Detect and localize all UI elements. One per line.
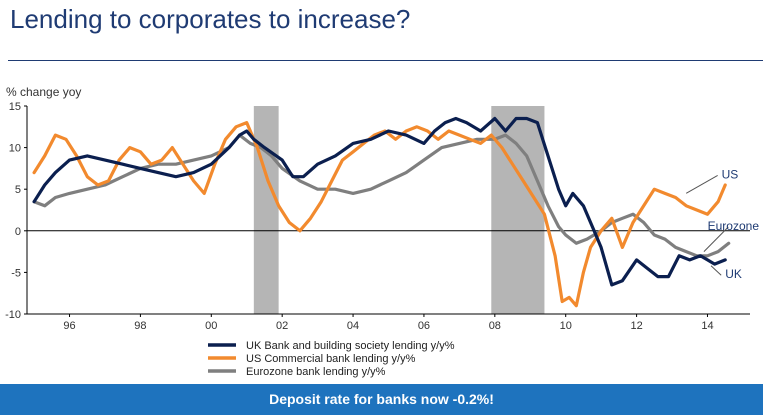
y-axis-label: % change yoy — [6, 85, 81, 99]
title-divider — [8, 60, 763, 61]
annotation-leader — [685, 174, 718, 194]
series-line-0 — [32, 116, 727, 287]
legend-label: UK Bank and building society lending y/y… — [246, 340, 455, 352]
y-tick-label: 5 — [15, 184, 21, 196]
page-title: Lending to corporates to increase? — [10, 4, 411, 34]
y-tick-label: -5 — [11, 267, 21, 279]
y-tick-label: 0 — [15, 226, 21, 238]
y-tick-label: 15 — [9, 101, 21, 113]
chart-annotations: US Eurozone UK — [685, 167, 760, 281]
annotation-leader — [710, 265, 722, 276]
x-tick-label: 08 — [489, 320, 501, 332]
series-line-1 — [32, 121, 727, 308]
x-tick-label: 04 — [347, 320, 359, 332]
legend-label: Eurozone bank lending y/y% — [246, 366, 386, 378]
recession-band-0 — [253, 106, 279, 314]
annotation-label: Eurozone — [708, 219, 760, 233]
chart-axes: -10 -5 0 5 10 15 96 98 00 02 04 06 08 10 12 14 — [5, 101, 750, 332]
deposit-rate-banner: Deposit rate for banks now -0.2%! — [0, 384, 763, 415]
x-tick-label: 10 — [560, 320, 572, 332]
x-tick-label: 00 — [205, 320, 217, 332]
recession-shading — [253, 106, 545, 314]
x-tick-label: 06 — [418, 320, 430, 332]
chart-legend: UK Bank and building society lending y/y… — [208, 340, 455, 378]
annotation-leader — [703, 226, 729, 252]
annotation-label: US — [722, 167, 739, 181]
legend-label: US Commercial bank lending y/y% — [246, 353, 416, 365]
x-tick-label: 96 — [63, 320, 75, 332]
x-tick-label: 98 — [134, 320, 146, 332]
y-tick-label: 10 — [9, 143, 21, 155]
series-line-2 — [32, 133, 731, 258]
y-tick-label: -10 — [5, 309, 21, 321]
chart-series — [32, 116, 731, 308]
x-tick-label: 02 — [276, 320, 288, 332]
x-tick-label: 12 — [630, 320, 642, 332]
x-tick-label: 14 — [701, 320, 713, 332]
annotation-label: UK — [725, 267, 742, 281]
chart-canvas: -10 -5 0 5 10 15 96 98 00 02 04 06 08 10 12 14 US Eurozo… — [5, 85, 760, 378]
recession-band-1 — [491, 106, 545, 314]
